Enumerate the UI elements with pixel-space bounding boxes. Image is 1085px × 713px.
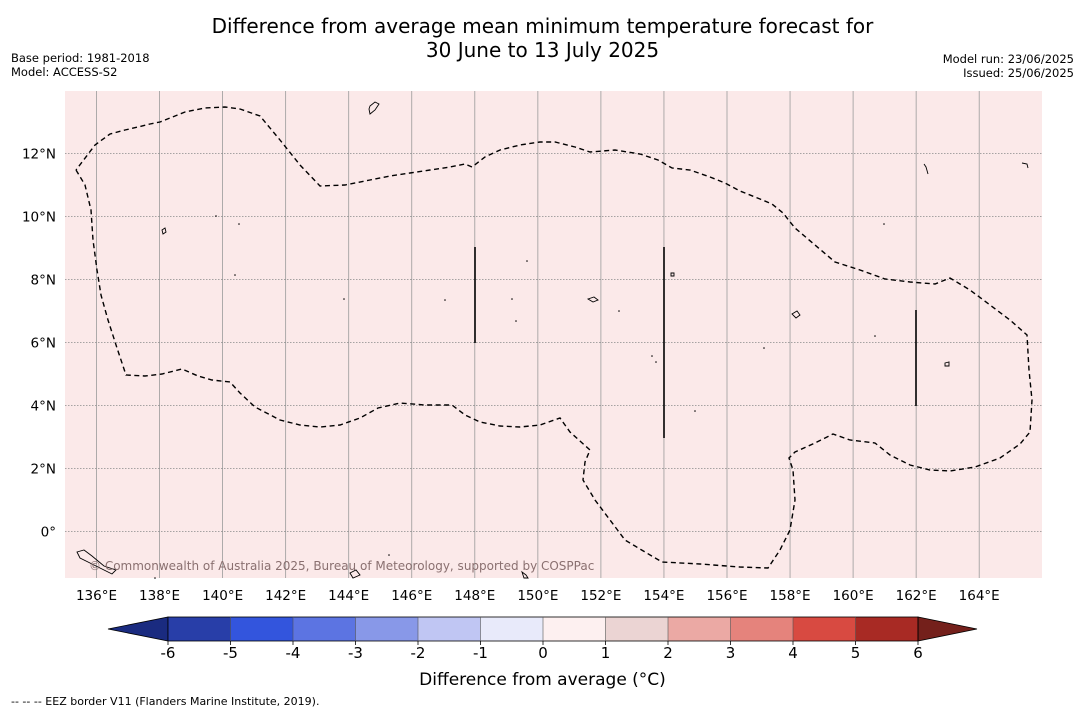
latitude-label: 4°N [31,399,56,415]
island [791,310,801,319]
longitude-label: 144°E [328,588,369,604]
colorbar-segment [480,617,543,641]
map-background [65,91,1042,578]
island [670,272,675,277]
islet [444,299,446,301]
longitude-label: 140°E [202,588,243,604]
longitude-label: 138°E [139,588,180,604]
chart-title: Difference from average mean minimum tem… [0,14,1085,62]
colorbar-tick-label: 5 [851,644,861,662]
colorbar-segment [418,617,481,641]
colorbar-tick-label: 1 [601,644,611,662]
islet [655,361,657,363]
colorbar-tick-label: 0 [538,644,548,662]
colorbar-segment [230,617,293,641]
colorbar-under-arrow [107,616,169,642]
island [521,570,529,579]
island [349,569,361,579]
longitude-label: 160°E [833,588,874,604]
colorbar-segment [543,617,606,641]
latitude-labels: 12°N 10°N 8°N 6°N 4°N 2°N 0° [22,147,56,541]
islet [526,260,528,262]
base-period: Base period: 1981-2018 [11,51,150,65]
colorbar-tick-label: 6 [913,644,923,662]
longitude-label: 148°E [454,588,495,604]
longitude-label: 154°E [643,588,684,604]
colorbar-segment [855,617,918,641]
islet [763,347,765,349]
latitude-label: 10°N [22,210,56,226]
colorbar-segment [730,617,793,641]
colorbar [107,616,978,642]
colorbar-tick-label: 4 [788,644,798,662]
islet [651,355,653,357]
longitude-label: 156°E [706,588,747,604]
latitude-label: 2°N [31,462,56,478]
latitude-label: 6°N [31,336,56,352]
colorbar-segment [168,617,231,641]
latitude-label: 0° [41,525,56,541]
colorbar-tick-label: 2 [663,644,673,662]
colorbar-tick-label: 3 [726,644,736,662]
islet [511,298,513,300]
title-line-1: Difference from average mean minimum tem… [211,14,874,38]
colorbar-segment [355,617,418,641]
longitude-label: 146°E [391,588,432,604]
meta-left: Base period: 1981-2018 Model: ACCESS-S2 [11,51,150,79]
copyright-notice: © Commonwealth of Australia 2025, Bureau… [89,559,594,573]
colorbar-tick-label: -4 [286,644,301,662]
graticule [65,91,1042,578]
colorbar-segment [793,617,856,641]
title-line-2: 30 June to 13 July 2025 [425,38,660,62]
island [76,549,117,575]
longitude-label: 142°E [265,588,306,604]
meta-right: Model run: 23/06/2025 Issued: 25/06/2025 [943,52,1074,80]
eez-legend-note: -- -- -- EEZ border V11 (Flanders Marine… [11,695,320,708]
colorbar-tick-label: -2 [411,644,426,662]
longitude-label: 150°E [517,588,558,604]
islet [694,410,696,412]
colorbar-label: Difference from average (°C) [419,670,666,690]
islets [154,215,885,579]
islet [215,215,217,217]
islet [234,274,236,276]
model-run: Model run: 23/06/2025 [942,52,1074,66]
islet [883,223,885,225]
colorbar-tick-label: -3 [348,644,363,662]
latitude-label: 12°N [22,147,56,163]
colorbar-tick-label: -1 [473,644,488,662]
islet [618,310,620,312]
colorbar-over-arrow [917,616,978,642]
longitude-label: 162°E [896,588,937,604]
eez-border [75,106,1033,569]
colorbar-segment [293,617,356,641]
colorbar-ticks: -6 -5 -4 -3 -2 -1 0 1 2 3 4 5 6 [161,641,923,662]
longitude-labels: 136°E 138°E 140°E 142°E 144°E 146°E 148°E 150°E… [76,588,1000,604]
islands [76,101,1029,579]
islet [343,298,345,300]
islet [874,335,876,337]
island [368,101,380,115]
longitude-label: 136°E [76,588,117,604]
island [586,296,599,303]
colorbar-tick-label: -5 [223,644,238,662]
colorbar-segment [605,617,668,641]
longitude-label: 152°E [580,588,621,604]
islet [515,320,517,322]
island [161,227,167,235]
longitude-label: 158°E [770,588,811,604]
island [944,361,950,367]
islet [154,577,156,579]
island [1021,162,1029,169]
islet [238,223,240,225]
islet [388,554,390,556]
colorbar-segment [668,617,731,641]
island [923,163,929,175]
colorbar-tick-label: -6 [161,644,176,662]
longitude-label: 164°E [959,588,1000,604]
issued-date: Issued: 25/06/2025 [963,66,1074,80]
model-name: Model: ACCESS-S2 [11,65,118,79]
latitude-label: 8°N [31,273,56,289]
